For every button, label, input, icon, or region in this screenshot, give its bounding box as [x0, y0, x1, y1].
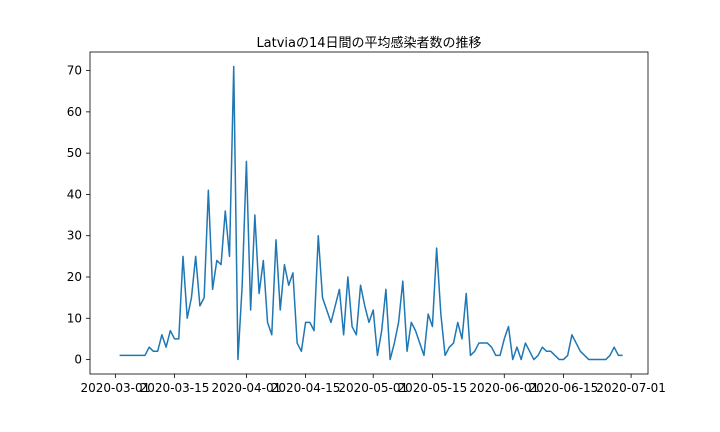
x-tick-label: 2020-05-15 — [398, 381, 468, 395]
y-tick-label: 20 — [67, 270, 82, 284]
series-line-0 — [119, 65, 623, 361]
x-tick-label: 2020-06-01 — [469, 381, 539, 395]
y-axis: 0 10 20 30 40 50 60 70 — [67, 64, 90, 367]
x-tick-label: 2020-03-15 — [140, 381, 210, 395]
y-tick-label: 10 — [67, 311, 82, 325]
y-tick-label: 40 — [67, 187, 82, 201]
y-tick-label: 30 — [67, 229, 82, 243]
x-tick-label: 2020-04-01 — [212, 381, 282, 395]
series-layer — [119, 65, 623, 361]
plot-area — [89, 51, 649, 375]
x-tick-label: 2020-03-01 — [80, 381, 150, 395]
y-tick-label: 0 — [74, 353, 82, 367]
chart-title: Latviaの14日間の平均感染者数の推移 — [256, 35, 481, 51]
y-tick-label: 70 — [67, 64, 82, 78]
x-tick-label: 2020-05-01 — [338, 381, 408, 395]
x-tick-label: 2020-07-01 — [596, 381, 666, 395]
y-tick-label: 60 — [67, 105, 82, 119]
y-tick-label: 50 — [67, 146, 82, 160]
x-tick-label: 2020-04-15 — [271, 381, 341, 395]
x-tick-label: 2020-06-15 — [529, 381, 599, 395]
